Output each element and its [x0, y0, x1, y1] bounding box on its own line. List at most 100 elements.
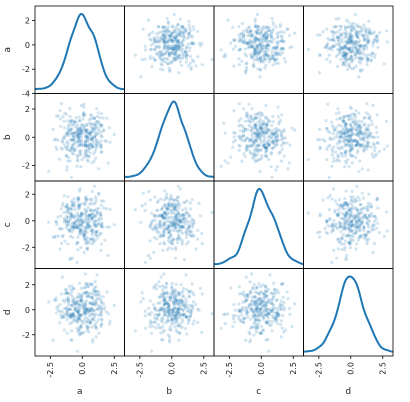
scatter-point	[178, 187, 182, 191]
scatter-point	[356, 127, 360, 131]
scatter-point	[84, 311, 88, 315]
scatter-point	[268, 119, 272, 124]
scatter-point	[64, 218, 68, 222]
scatter-point	[85, 290, 89, 295]
scatter-point	[76, 129, 80, 133]
scatter-point	[85, 138, 90, 143]
scatter-point	[163, 203, 167, 207]
scatter-point	[164, 281, 168, 285]
scatter-point	[358, 123, 362, 128]
scatter-point	[261, 292, 266, 296]
scatter-point	[264, 289, 268, 293]
scatter-point	[190, 304, 195, 308]
scatter-point	[92, 286, 96, 290]
scatter-point	[161, 248, 165, 252]
scatter-point	[62, 210, 66, 214]
scatter-point	[259, 147, 263, 152]
scatter-point	[162, 45, 166, 49]
scatter-point	[83, 300, 87, 304]
scatter-point	[333, 199, 338, 203]
scatter-point	[346, 25, 350, 29]
scatter-point	[173, 245, 178, 250]
scatter-point	[342, 225, 347, 229]
scatter-point	[239, 123, 243, 127]
scatter-point	[342, 217, 346, 221]
scatter-point	[170, 24, 174, 28]
scatter-point	[154, 44, 158, 49]
scatter-point	[280, 46, 285, 50]
scatter-point	[66, 295, 70, 300]
scatter-point	[325, 147, 329, 152]
scatter-point	[272, 294, 276, 298]
scatter-point	[82, 234, 86, 238]
scatter-point	[348, 242, 352, 246]
scatter-point	[249, 291, 253, 295]
scatter-point	[274, 317, 278, 322]
scatter-point	[351, 200, 355, 204]
scatter-point	[63, 288, 68, 292]
scatter-point	[330, 48, 334, 52]
scatter-point	[342, 52, 347, 56]
scatter-point	[258, 302, 262, 306]
scatter-point	[88, 309, 92, 313]
scatter-point	[357, 235, 361, 240]
scatter-point	[382, 147, 386, 151]
scatter-point	[70, 199, 74, 203]
scatter-point	[354, 199, 359, 203]
scatter-point	[95, 107, 99, 111]
scatter-point	[268, 29, 272, 33]
scatter-point	[65, 139, 69, 144]
scatter-point	[259, 302, 263, 307]
scatter-point	[90, 233, 94, 237]
scatter-point	[210, 312, 214, 316]
scatter-point	[96, 234, 100, 238]
scatter-point	[347, 223, 352, 227]
scatter-point	[80, 331, 84, 335]
scatter-point	[252, 283, 256, 287]
scatter-point	[356, 131, 360, 135]
scatter-point	[79, 128, 83, 132]
scatter-point	[336, 47, 340, 51]
scatter-point	[76, 235, 80, 240]
scatter-point	[192, 319, 196, 323]
scatter-point	[351, 238, 355, 242]
scatter-point	[347, 129, 351, 134]
scatter-point	[339, 145, 343, 149]
scatter-point	[342, 119, 346, 123]
scatter-point	[344, 210, 348, 214]
scatter-point	[348, 105, 352, 109]
scatter-point	[165, 314, 169, 318]
scatter-point	[170, 311, 174, 315]
scatter-point	[348, 149, 352, 153]
scatter-point	[88, 237, 93, 241]
scatter-point	[346, 128, 350, 132]
scatter-point	[178, 220, 182, 224]
scatter-point	[76, 202, 80, 206]
scatter-point	[184, 210, 188, 214]
scatter-point	[68, 137, 73, 142]
scatter-point	[77, 133, 81, 137]
scatter-point	[343, 26, 348, 30]
scatter-point	[175, 320, 179, 324]
scatter-point	[178, 303, 182, 307]
scatter-point	[62, 119, 66, 123]
scatter-point	[266, 44, 270, 48]
scatter-point	[341, 119, 345, 123]
scatter-point	[92, 223, 96, 227]
scatter-point	[253, 126, 257, 130]
scatter-point	[88, 213, 92, 217]
scatter-point	[328, 60, 332, 64]
scatter-point	[366, 38, 371, 42]
scatter-point	[73, 120, 77, 124]
scatter-point	[150, 321, 154, 325]
scatter-point	[182, 214, 186, 218]
scatter-point	[358, 45, 363, 49]
scatter-point	[276, 115, 280, 119]
scatter-point	[164, 35, 168, 39]
scatter-point	[253, 140, 257, 144]
scatter-point	[261, 304, 265, 309]
scatter-point	[166, 207, 170, 211]
scatter-point	[245, 145, 249, 149]
scatter-point	[265, 290, 269, 294]
scatter-point	[66, 119, 70, 123]
